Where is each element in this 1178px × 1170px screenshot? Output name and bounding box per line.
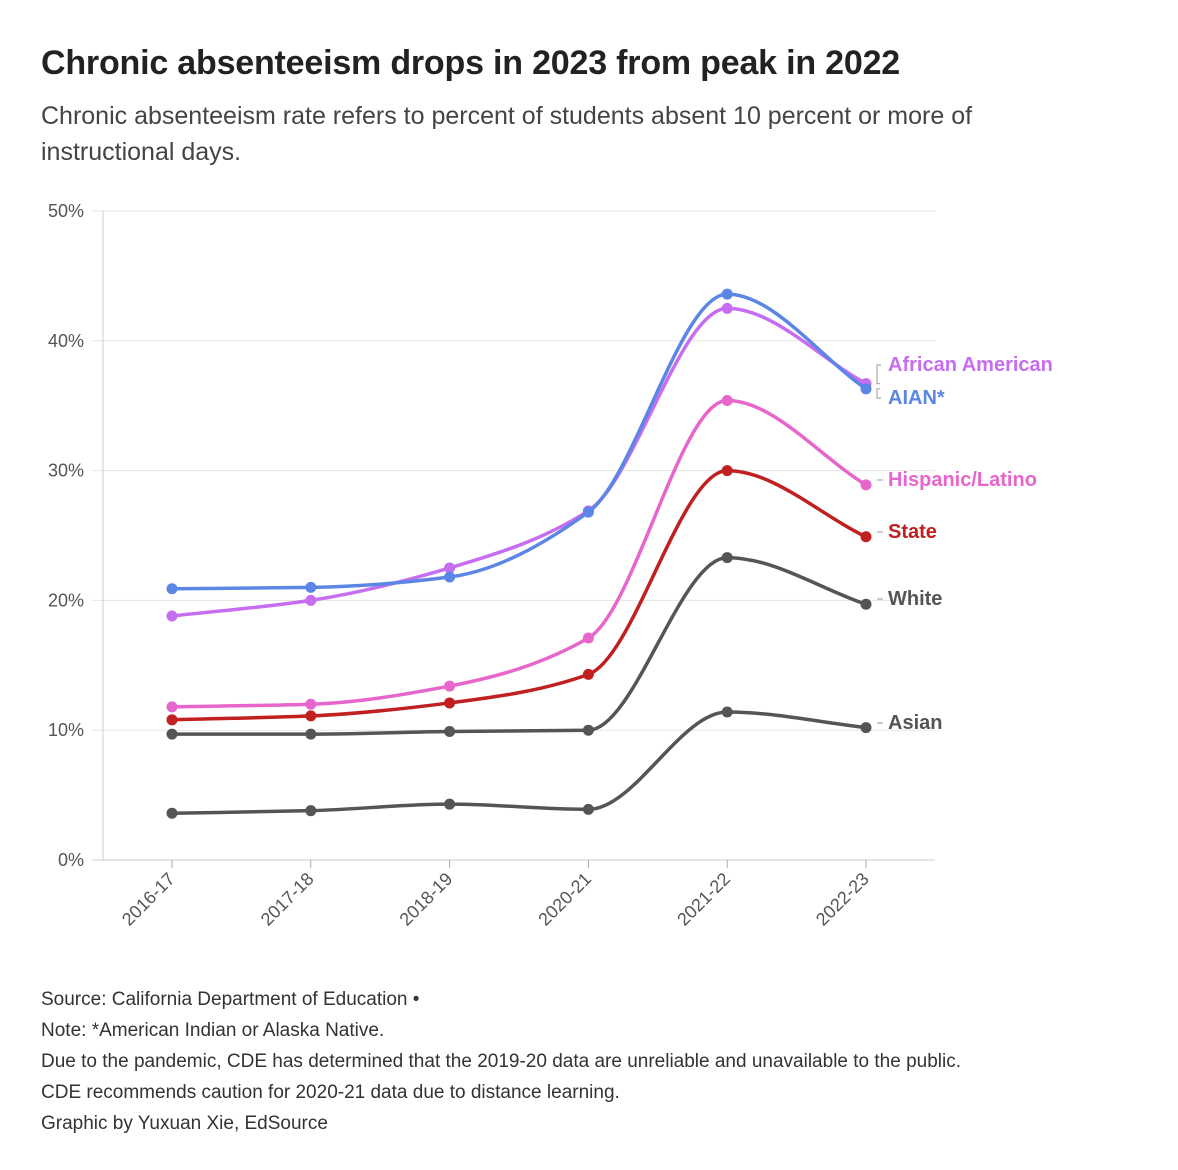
data-point (860, 598, 872, 610)
data-point (721, 395, 733, 407)
y-tick-label: 10% (48, 720, 84, 740)
x-tick-label: 2018-19 (396, 869, 457, 930)
data-point (166, 807, 178, 819)
data-point (860, 531, 872, 543)
caution-note: CDE recommends caution for 2020-21 data … (41, 1082, 620, 1103)
y-tick-label: 40% (48, 331, 84, 351)
x-tick-label: 2020-21 (534, 869, 595, 930)
series-line (170, 468, 868, 722)
data-point (305, 581, 317, 593)
source-note: Source: California Department of Educati… (41, 989, 420, 1010)
chart-subtitle: Chronic absenteeism rate refers to perce… (41, 102, 973, 166)
x-tick-label: 2016-17 (118, 869, 179, 930)
x-tick-label: 2022-23 (812, 869, 873, 930)
series-label: White (888, 588, 942, 610)
y-tick-label: 0% (58, 850, 84, 870)
y-tick-label: 50% (48, 201, 84, 221)
x-tick-label: 2017-18 (257, 869, 318, 930)
data-point (582, 632, 594, 644)
data-point (305, 594, 317, 606)
y-tick-label: 20% (48, 590, 84, 610)
data-point (582, 506, 594, 518)
series-hispanic-latino (166, 395, 872, 713)
data-point (721, 552, 733, 564)
series-white (166, 552, 872, 740)
data-point (444, 571, 456, 583)
series-state (166, 465, 872, 726)
data-point (444, 680, 456, 692)
y-gridlines: 0% 10% 20% 30% 40% 50% (48, 201, 935, 870)
series-asian (166, 706, 872, 819)
data-point (444, 562, 456, 574)
data-point (305, 710, 317, 722)
data-point (444, 725, 456, 737)
series-label: Hispanic/Latino (888, 469, 1037, 491)
pandemic-note: Due to the pandemic, CDE has determined … (41, 1051, 961, 1072)
series-line (170, 710, 868, 816)
y-tick-label: 30% (48, 461, 84, 481)
series-labels: AIAN* African American Hispanic/Latino Stat… (876, 354, 1053, 734)
series-line (170, 306, 868, 618)
label-connector (876, 388, 881, 399)
data-point (582, 803, 594, 815)
data-point (721, 706, 733, 718)
data-point (860, 479, 872, 491)
data-point (721, 302, 733, 314)
series-label: State (888, 521, 937, 543)
series-line (170, 555, 868, 736)
series-label: African American (888, 354, 1053, 376)
x-axis: 2016-17 2017-18 2018-19 2020-21 2021-22 2022-… (118, 860, 873, 930)
credit-note: Graphic by Yuxuan Xie, EdSource (41, 1113, 328, 1134)
chart-title: Chronic absenteeism drops in 2023 from p… (41, 44, 901, 82)
data-point (305, 728, 317, 740)
aian-note: Note: *American Indian or Alaska Native. (41, 1020, 385, 1041)
line-chart: 0%10%20%30%40%50%2016-17 2017-18 2018-19 20… (48, 201, 1053, 930)
label-connector (876, 364, 881, 385)
series-african-american (166, 302, 872, 622)
x-tick-label: 2021-22 (673, 869, 734, 930)
footer: Source: California Department of Educati… (41, 984, 961, 1139)
data-point (860, 383, 872, 395)
data-point (721, 288, 733, 300)
data-point (582, 724, 594, 736)
data-point (860, 722, 872, 734)
data-point (166, 728, 178, 740)
data-point (444, 697, 456, 709)
series-label: AIAN* (888, 387, 945, 409)
data-point (166, 714, 178, 726)
data-point (166, 583, 178, 595)
data-point (721, 465, 733, 477)
data-point (305, 805, 317, 817)
data-point (166, 701, 178, 713)
data-point (582, 668, 594, 680)
data-point (444, 798, 456, 810)
series-aian (166, 288, 872, 595)
series-label: Asian (888, 712, 942, 734)
data-point (305, 698, 317, 710)
data-point (166, 610, 178, 622)
